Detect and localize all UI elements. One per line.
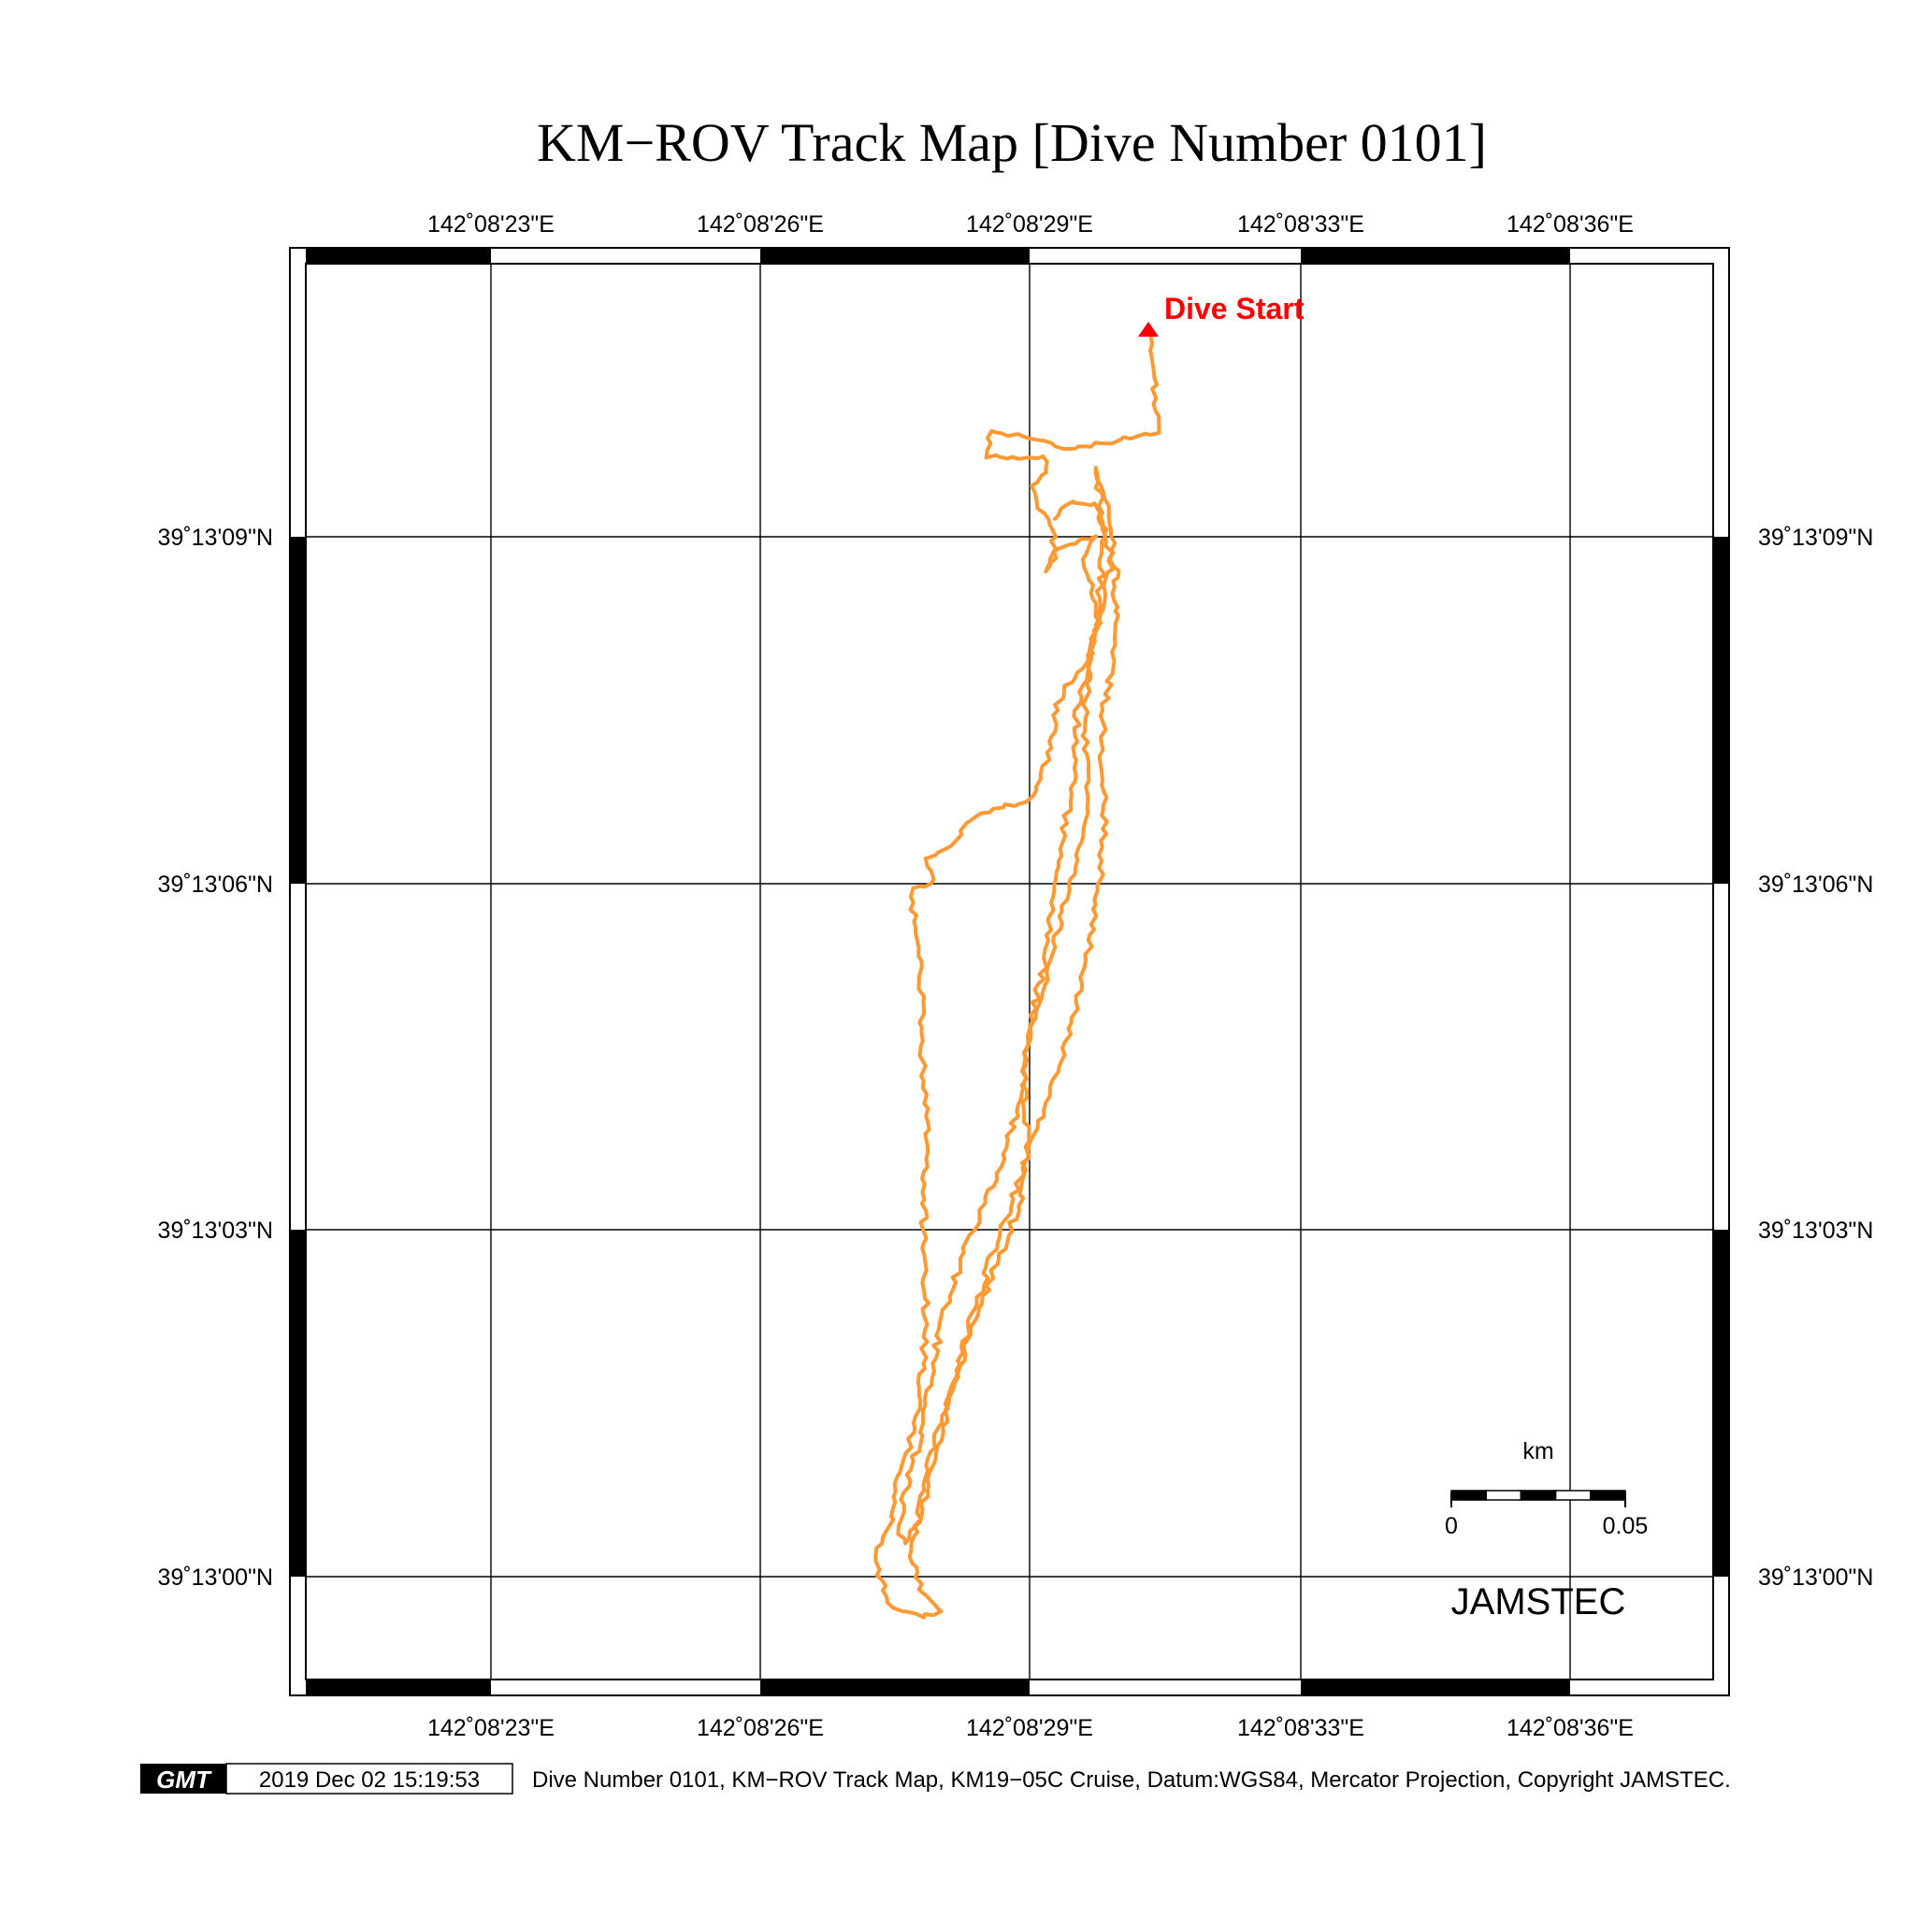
frame-segment-left — [291, 537, 305, 884]
lat-tick-label: 39˚13'09"N — [158, 525, 273, 551]
graticule — [306, 264, 1713, 1680]
lat-tick-label: 39˚13'00"N — [158, 1564, 273, 1591]
lat-tick-label: 39˚13'00"N — [1758, 1564, 1873, 1591]
lon-tick-label: 142˚08'29"E — [966, 1715, 1093, 1741]
frame-checkers — [291, 249, 1728, 1694]
lon-tick-label: 142˚08'33"E — [1237, 1715, 1364, 1741]
frame-segment-bottom — [1301, 1680, 1570, 1694]
dive-start-label: Dive Start — [1164, 292, 1305, 325]
timestamp-box — [225, 1763, 513, 1795]
lat-tick-label: 39˚13'06"N — [1758, 872, 1873, 898]
lat-tick-label: 39˚13'09"N — [1758, 525, 1873, 551]
scale-segments — [1450, 1490, 1626, 1507]
frame-segment-top — [1301, 249, 1570, 263]
lon-tick-label: 142˚08'36"E — [1507, 1715, 1634, 1741]
lon-tick-label: 142˚08'26"E — [697, 211, 824, 238]
gmt-logo-text: GMT — [156, 1766, 212, 1794]
frame-segment-right — [1714, 537, 1728, 884]
dive-start-triangle-icon — [1138, 322, 1159, 337]
frame-segment-right — [1714, 1230, 1728, 1577]
lon-tick-label: 142˚08'36"E — [1507, 211, 1634, 238]
rov-track-line — [873, 336, 1161, 1620]
lon-tick-label: 142˚08'26"E — [697, 1715, 824, 1741]
scale-unit: km — [1522, 1438, 1553, 1464]
frame-segment-left — [291, 1230, 305, 1577]
frame-segment-top — [760, 249, 1030, 263]
frame-segment-bottom — [760, 1680, 1030, 1694]
lat-tick-label: 39˚13'03"N — [158, 1218, 273, 1244]
footer-timestamp: 2019 Dec 02 15:19:53 — [259, 1767, 480, 1793]
scale-bar: km 0 0.05 — [1445, 1438, 1648, 1539]
scale-segment — [1554, 1490, 1592, 1501]
scale-segment — [1450, 1490, 1487, 1501]
scale-segment — [1485, 1490, 1522, 1501]
gmt-logo-box — [140, 1764, 226, 1794]
lon-tick-label: 142˚08'29"E — [966, 211, 1093, 238]
lon-tick-labels-top: 142˚08'23"E 142˚08'26"E 142˚08'29"E 142˚08'… — [427, 211, 1634, 238]
frame-segment-top — [306, 249, 491, 263]
lon-tick-label: 142˚08'23"E — [427, 1715, 555, 1741]
scale-segment — [1520, 1490, 1557, 1501]
lat-tick-label: 39˚13'06"N — [158, 872, 273, 898]
lat-tick-label: 39˚13'03"N — [1758, 1218, 1873, 1244]
frame-segment-bottom — [306, 1680, 491, 1694]
footer: GMT 2019 Dec 02 15:19:53 Dive Number 010… — [140, 1763, 1731, 1795]
map-title: KM−ROV Track Map [Dive Number 0101] — [537, 112, 1487, 173]
map-frame — [289, 247, 1730, 1696]
scale-max-label: 0.05 — [1603, 1513, 1649, 1539]
lon-tick-label: 142˚08'33"E — [1237, 211, 1364, 238]
scale-min-label: 0 — [1445, 1513, 1458, 1539]
footer-caption: Dive Number 0101, KM−ROV Track Map, KM19… — [532, 1767, 1731, 1793]
lat-tick-labels-right: 39˚13'09"N 39˚13'06"N 39˚13'03"N 39˚13'00"N — [1758, 525, 1873, 1591]
lat-tick-labels-left: 39˚13'09"N 39˚13'06"N 39˚13'03"N 39˚13'00"N — [158, 525, 273, 1591]
jamstec-watermark: JAMSTEC — [1451, 1581, 1626, 1622]
scale-segment — [1590, 1490, 1626, 1501]
lon-tick-labels-bottom: 142˚08'23"E 142˚08'26"E 142˚08'29"E 142˚08'… — [427, 1715, 1634, 1741]
lon-tick-label: 142˚08'23"E — [427, 211, 555, 238]
